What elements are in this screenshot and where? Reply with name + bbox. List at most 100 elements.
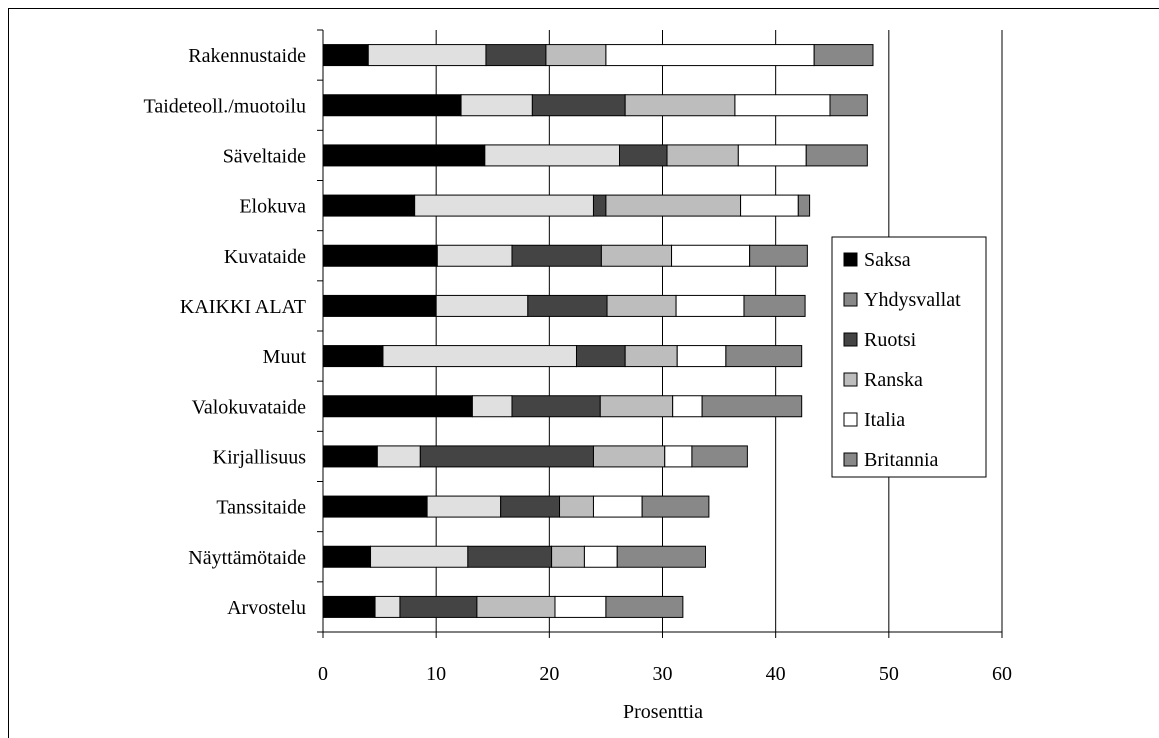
bar-segment — [600, 244, 673, 267]
bar-segment — [675, 294, 745, 317]
bar-segment — [583, 545, 618, 568]
bar-segment — [471, 395, 513, 418]
bar-segment — [737, 144, 807, 167]
bar-segment — [511, 395, 601, 418]
bar-segment — [322, 395, 473, 418]
category-label: Kuvataide — [224, 246, 306, 268]
x-tick-label: 0 — [318, 663, 328, 685]
legend-swatch — [843, 332, 858, 347]
bar-segment — [805, 144, 868, 167]
bar-segment — [691, 445, 748, 468]
category-label: KAIKKI ALAT — [180, 296, 306, 318]
legend-swatch — [843, 452, 858, 467]
bar-segment — [749, 244, 808, 267]
bar-segment — [322, 345, 384, 368]
x-tick-label: 30 — [653, 663, 673, 685]
bar-segment — [374, 595, 401, 618]
bar-segment — [664, 445, 693, 468]
category-label: Taideteoll./muotoilu — [144, 95, 306, 117]
bar-segment — [743, 294, 806, 317]
category-label: Tanssitaide — [216, 497, 306, 519]
bar-segment — [367, 44, 487, 67]
bar-segment — [485, 44, 547, 67]
bar-segment — [322, 445, 378, 468]
bar-segment — [551, 545, 585, 568]
bar-segment — [484, 144, 620, 167]
bar-segment — [419, 445, 594, 468]
legend-label: Ruotsi — [864, 329, 917, 351]
legend-swatch — [843, 372, 858, 387]
axes — [317, 29, 1003, 638]
bar-segment — [592, 445, 666, 468]
x-tick-labels: 0 10 20 30 40 50 60 — [318, 663, 1012, 685]
bar-segment — [554, 595, 607, 618]
category-label: Rakennustaide — [188, 45, 306, 67]
bar-segment — [322, 194, 416, 217]
bar-segment — [322, 545, 372, 568]
bar-segment — [605, 44, 815, 67]
legend-swatch — [843, 412, 858, 427]
bar-segment — [460, 94, 533, 117]
bar-segment — [322, 244, 438, 267]
legend-swatch — [843, 252, 858, 267]
legend-label: Yhdysvallat — [864, 289, 961, 311]
bar-segment — [641, 495, 710, 518]
x-tick-label: 10 — [426, 663, 446, 685]
legend-label: Britannia — [864, 449, 939, 471]
bar-segment — [575, 345, 626, 368]
bar-segment — [605, 595, 684, 618]
bar-segment — [606, 294, 677, 317]
bar-segment — [797, 194, 811, 217]
bar-segment — [813, 44, 874, 67]
bar-segment — [500, 495, 561, 518]
bar-segment — [559, 495, 594, 518]
bar-segment — [426, 495, 502, 518]
legend: Saksa Yhdysvallat Ruotsi Ranska Italia Britan… — [831, 236, 987, 478]
bar-segment — [399, 595, 478, 618]
category-label: Kirjallisuus — [213, 446, 307, 468]
bar-segment — [322, 495, 428, 518]
bar-segment — [527, 294, 608, 317]
bar-segment — [740, 194, 799, 217]
category-label: Arvostelu — [227, 597, 306, 619]
bar-segment — [467, 545, 553, 568]
bars — [322, 44, 874, 618]
bar-segment — [322, 294, 437, 317]
bar-segment — [599, 395, 674, 418]
category-label: Näyttämötaide — [188, 547, 306, 569]
bar-segment — [592, 194, 607, 217]
bar-segment — [376, 445, 421, 468]
bar-segment — [322, 94, 462, 117]
bar-segment — [476, 595, 556, 618]
bar-segment — [511, 244, 602, 267]
x-tick-label: 20 — [539, 663, 559, 685]
bar-segment — [666, 144, 739, 167]
x-tick-label: 60 — [992, 663, 1012, 685]
bar-segment — [322, 144, 486, 167]
bar-segment — [618, 144, 668, 167]
category-label: Valokuvataide — [192, 396, 307, 418]
x-tick-label: 40 — [766, 663, 786, 685]
legend-box — [831, 236, 987, 478]
chart-frame — [8, 8, 1159, 738]
category-label: Muut — [263, 346, 307, 368]
bar-segment — [435, 294, 529, 317]
bar-segment — [829, 94, 868, 117]
bar-segment — [322, 44, 369, 67]
bar-segment — [531, 94, 626, 117]
bar-segment — [701, 395, 803, 418]
bar-segment — [671, 244, 751, 267]
legend-label: Ranska — [864, 369, 923, 391]
bar-segment — [676, 345, 727, 368]
x-axis-label: Prosenttia — [623, 701, 703, 723]
bar-segment — [436, 244, 513, 267]
x-tick-label: 50 — [879, 663, 899, 685]
bar-segment — [322, 595, 376, 618]
bar-segment — [624, 345, 678, 368]
bar-segment — [725, 345, 803, 368]
bar-segment — [672, 395, 703, 418]
bar-segment — [734, 94, 831, 117]
legend-label: Italia — [864, 409, 905, 431]
bar-segment — [414, 194, 594, 217]
